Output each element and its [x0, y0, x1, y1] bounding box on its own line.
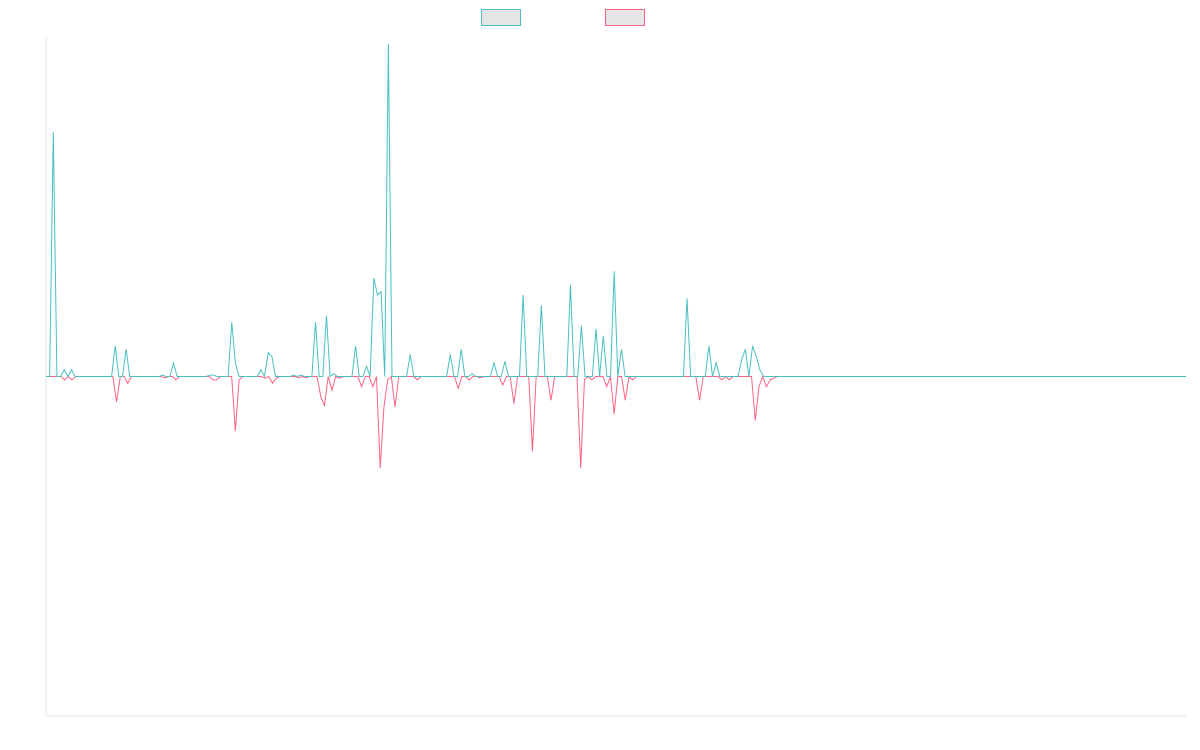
series-line-pink — [46, 375, 1186, 469]
legend-swatch-teal[interactable] — [481, 9, 521, 26]
chart-legend — [481, 9, 645, 26]
series-layer — [46, 43, 1186, 469]
series-line-teal — [46, 43, 1186, 379]
legend-swatch-pink[interactable] — [605, 9, 645, 26]
